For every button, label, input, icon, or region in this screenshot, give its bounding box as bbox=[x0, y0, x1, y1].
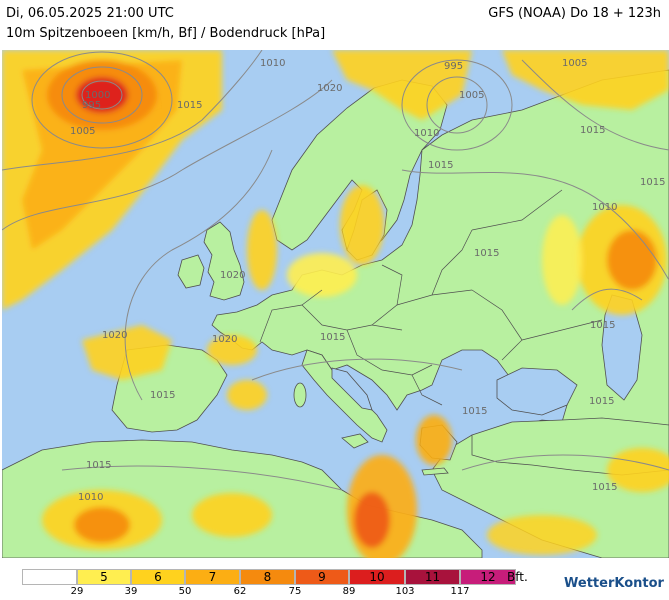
sicily bbox=[341, 433, 369, 449]
pressure-label: 1020 bbox=[317, 83, 343, 94]
gust-areas bbox=[2, 50, 669, 558]
pressure-label: 1015 bbox=[589, 396, 615, 407]
legend-swatch: 10 bbox=[349, 569, 405, 585]
pressure-label: 995 bbox=[82, 100, 102, 111]
pressure-label: 1020 bbox=[102, 330, 128, 341]
legend-tick: 39 bbox=[124, 586, 138, 597]
legend-tick: 89 bbox=[342, 586, 356, 597]
pressure-label: 1015 bbox=[86, 460, 112, 471]
legend-swatch: 6 bbox=[131, 569, 185, 585]
isobars bbox=[2, 50, 669, 491]
map-subtitle: 10m Spitzenboeen [km/h, Bf] / Bodendruck… bbox=[6, 26, 326, 41]
pressure-label: 1000 bbox=[85, 90, 111, 101]
legend-swatch: 12 bbox=[460, 569, 516, 585]
legend-swatch: 5 bbox=[77, 569, 131, 585]
adriatic-sea bbox=[331, 367, 373, 411]
map-canvas bbox=[2, 50, 669, 558]
pressure-label: 1015 bbox=[462, 406, 488, 417]
pressure-label: 1010 bbox=[78, 492, 104, 503]
pressure-label: 1010 bbox=[414, 128, 440, 139]
gust-area-sweden bbox=[340, 185, 384, 265]
gust-area-russia-east-core bbox=[607, 230, 657, 290]
legend-swatch bbox=[22, 569, 77, 585]
pressure-label: 1015 bbox=[592, 482, 618, 493]
gust-area-north-sea bbox=[247, 210, 277, 290]
pressure-label: 1015 bbox=[580, 125, 606, 136]
gust-area-france-coast bbox=[207, 335, 257, 365]
forecast-date: Di, 06.05.2025 21:00 UTC bbox=[6, 6, 174, 21]
pressure-label: 1020 bbox=[220, 270, 246, 281]
pressure-label: 1015 bbox=[428, 160, 454, 171]
pressure-label: 1015 bbox=[150, 390, 176, 401]
legend-tick: 50 bbox=[178, 586, 192, 597]
model-run: GFS (NOAA) Do 18 + 123h bbox=[488, 6, 661, 21]
legend-unit: Bft. bbox=[507, 570, 528, 584]
legend-swatch: 8 bbox=[240, 569, 295, 585]
pressure-label: 1020 bbox=[212, 334, 238, 345]
gust-area-algeria-core bbox=[74, 507, 130, 543]
national-borders bbox=[259, 189, 603, 406]
legend-swatch: 11 bbox=[405, 569, 460, 585]
gust-area-aegean bbox=[416, 415, 452, 465]
brand-name: WetterKontor bbox=[564, 576, 664, 591]
legend-swatch: 7 bbox=[185, 569, 240, 585]
gust-area-tunisia bbox=[192, 493, 272, 537]
pressure-label: 1005 bbox=[459, 90, 485, 101]
weather-map: 1010 1000 995 1015 1005 1020 995 1005 10… bbox=[2, 50, 669, 558]
gust-legend: 5 6 7 8 9 10 11 12 29 39 50 62 75 89 103… bbox=[0, 560, 669, 600]
pressure-label: 1015 bbox=[177, 100, 203, 111]
brand-logo: WetterKontor ≋ bbox=[564, 576, 669, 591]
legend-tick: 103 bbox=[395, 586, 415, 597]
pressure-label: 1005 bbox=[562, 58, 588, 69]
legend-tick: 117 bbox=[450, 586, 470, 597]
pressure-label: 1015 bbox=[474, 248, 500, 259]
gust-area-turkey-east bbox=[607, 448, 669, 492]
great-britain bbox=[203, 221, 245, 301]
sardinia bbox=[293, 382, 307, 408]
gust-area-norway bbox=[332, 50, 472, 120]
pressure-label: 1015 bbox=[640, 177, 666, 188]
pressure-label: 1015 bbox=[590, 320, 616, 331]
black-sea bbox=[496, 367, 578, 416]
gust-area-gulf-of-lion bbox=[227, 380, 267, 410]
legend-swatch: 9 bbox=[295, 569, 349, 585]
gust-area-egypt bbox=[487, 515, 597, 555]
gust-area-barents bbox=[502, 50, 669, 110]
crete bbox=[421, 467, 449, 476]
gust-area-spain-front bbox=[82, 325, 172, 380]
pressure-label: 1010 bbox=[592, 202, 618, 213]
gust-area-libya-core bbox=[354, 492, 390, 548]
legend-tick: 75 bbox=[288, 586, 302, 597]
legend-tick: 29 bbox=[70, 586, 84, 597]
gust-area-russia-ridge bbox=[542, 215, 582, 305]
pressure-label: 1010 bbox=[260, 58, 286, 69]
pressure-label: 1005 bbox=[70, 126, 96, 137]
gust-area-germany bbox=[287, 253, 357, 297]
pressure-label: 995 bbox=[444, 61, 464, 72]
header: Di, 06.05.2025 21:00 UTC 10m Spitzenboee… bbox=[0, 0, 669, 50]
pressure-label: 1015 bbox=[320, 332, 346, 343]
ireland bbox=[177, 254, 205, 289]
legend-tick: 62 bbox=[233, 586, 247, 597]
gust-area-low-center bbox=[76, 77, 128, 113]
